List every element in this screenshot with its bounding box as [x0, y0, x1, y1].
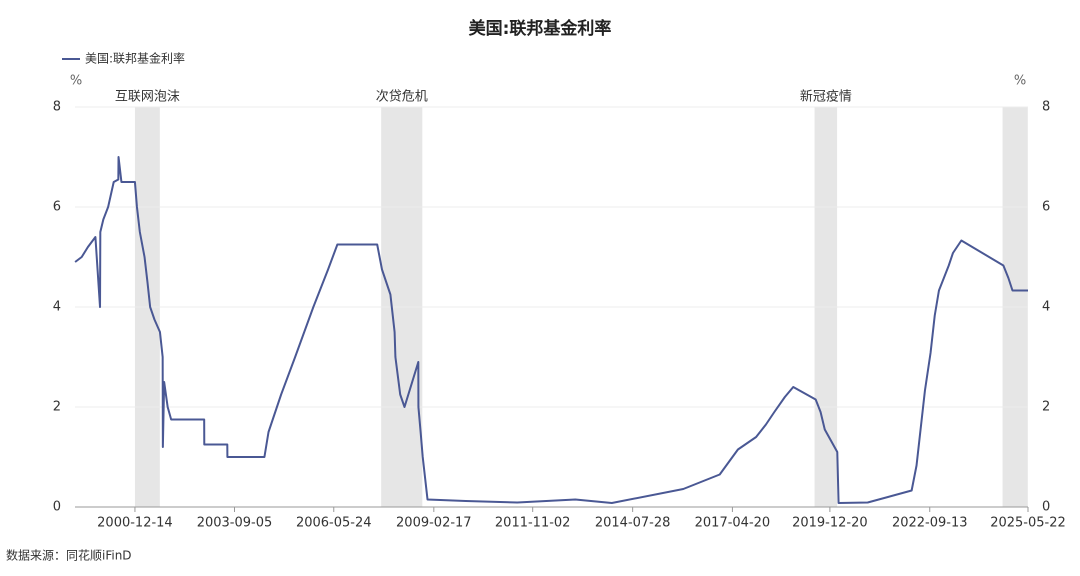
y-tick-label: 6: [53, 200, 61, 215]
x-tick-label: 2017-04-20: [695, 516, 771, 531]
x-tick-label: 2022-09-13: [892, 516, 968, 531]
x-tick-label: 2019-12-20: [792, 516, 868, 531]
source-note: 数据来源：同花顺iFinD: [6, 548, 132, 563]
x-tick-label: 2006-05-24: [296, 516, 372, 531]
y-tick-label: 4: [53, 300, 61, 315]
y-unit: %: [70, 74, 82, 89]
y-tick-label: 0: [53, 500, 61, 515]
chart-title: 美国:联邦基金利率: [469, 18, 612, 39]
x-tick-label: 2003-09-05: [197, 516, 273, 531]
x-tick-label: 2000-12-14: [97, 516, 173, 531]
y2-unit: %: [1014, 74, 1026, 89]
x-tick-label: 2009-02-17: [396, 516, 472, 531]
series-line: [74, 156, 1028, 504]
region-label: 互联网泡沫: [115, 90, 180, 105]
y-tick-label: 2: [53, 400, 61, 415]
y2-tick-label: 2: [1042, 400, 1050, 415]
legend-label: 美国:联邦基金利率: [85, 51, 185, 66]
region-label: 次贷危机: [376, 89, 428, 105]
y2-tick-label: 8: [1042, 100, 1050, 115]
y2-tick-label: 0: [1042, 500, 1050, 515]
x-tick-label: 2014-07-28: [595, 516, 671, 531]
y2-tick-label: 6: [1042, 200, 1050, 215]
y-tick-label: 8: [53, 100, 61, 115]
x-tick-label: 2011-11-02: [495, 516, 571, 531]
x-tick-label: 2025-05-22: [990, 516, 1066, 531]
region-label: 新冠疫情: [800, 89, 852, 105]
y2-tick-label: 4: [1042, 300, 1050, 315]
